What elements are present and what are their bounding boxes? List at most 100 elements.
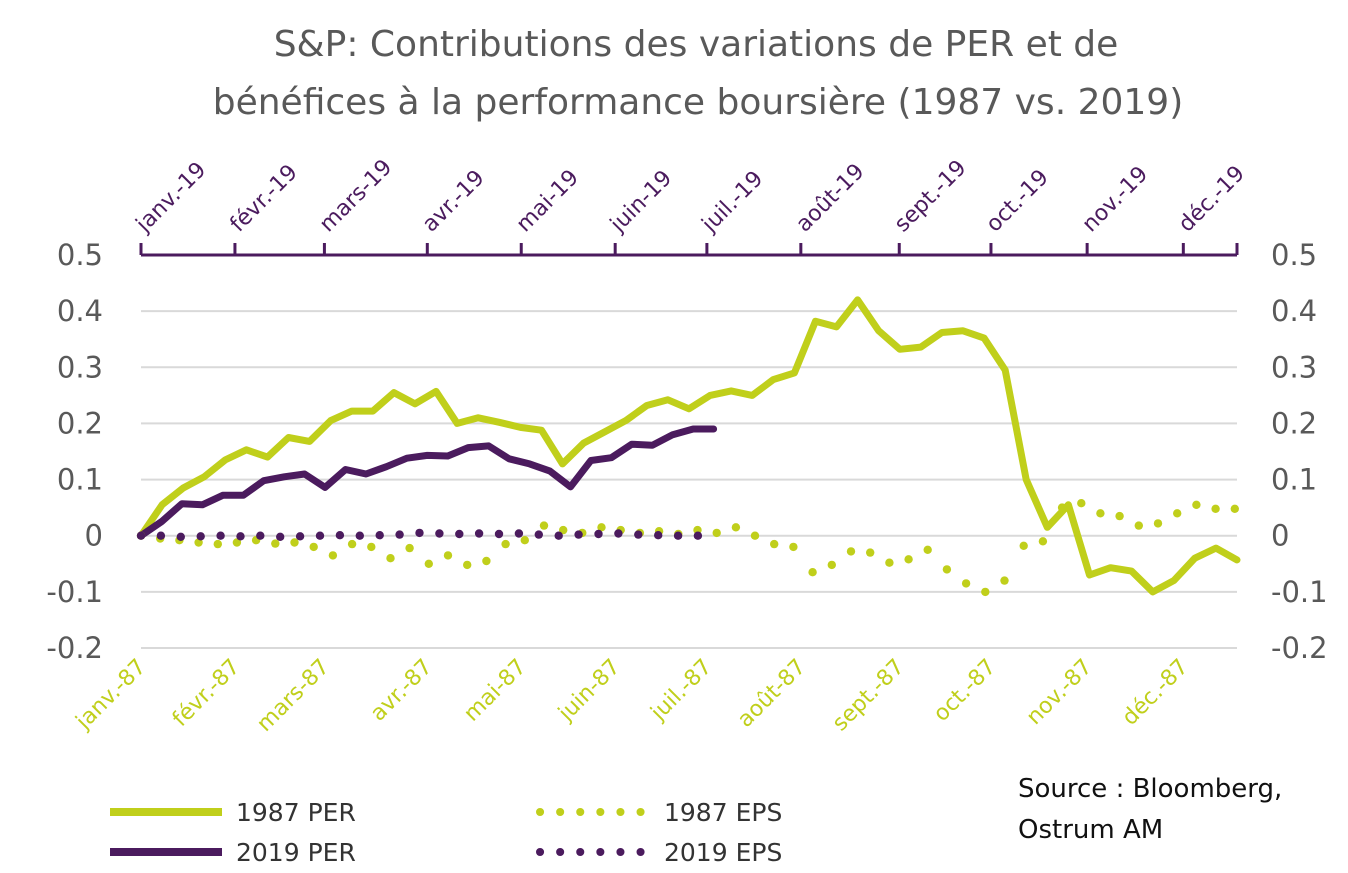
data-point-2019-eps [355,531,364,540]
data-point-1987-eps [347,539,357,549]
chart-title: S&P: Contributions des variations de PER… [213,24,1184,123]
x-tick-label-bottom: nov.-87 [1022,655,1097,730]
data-point-2019-eps [256,531,265,540]
y-tick-label-left: 0.5 [57,238,103,272]
x-tick-label-top: août-19 [791,159,869,237]
data-point-2019-eps [156,531,166,540]
y-tick-label-right: 0.2 [1271,406,1317,440]
data-point-1987-eps [463,560,472,570]
data-point-1987-eps [1000,576,1009,585]
data-point-1987-eps [482,556,491,566]
data-point-1987-eps [1153,519,1163,528]
legend-label-2019-eps: 2019 EPS [664,838,782,867]
x-tick-label-bottom: juil.-87 [646,655,718,727]
y-tick-label-left: 0.1 [57,463,103,497]
data-point-1987-eps [1019,541,1028,550]
data-point-1987-eps [942,565,952,574]
series-dots-2019-eps [136,528,703,541]
data-point-1987-eps [827,560,836,570]
x-tick-label-top: mars-19 [315,155,397,237]
x-tick-label-top: sept.-19 [890,156,972,238]
data-point-1987-eps [271,539,280,548]
data-point-1987-eps [885,558,894,567]
data-point-1987-eps [923,545,932,554]
data-point-2019-eps [693,531,703,540]
data-point-1987-eps [539,521,549,530]
data-point-2019-eps [276,532,285,541]
axes [139,243,1239,257]
data-point-1987-eps [232,538,242,547]
x-tick-label-top: févr.-19 [226,160,303,237]
data-point-1987-eps [712,528,721,538]
x-tick-label-bottom: mai-87 [459,655,531,727]
x-axis-bottom: janv.-87 févr.-87 mars-87 avr.-87 mai-87 juin… [71,655,1194,737]
data-point-1987-eps [770,539,779,549]
series-line-2019-per [137,425,718,540]
data-point-1987-eps [424,559,433,568]
data-point-1987-eps [904,555,913,564]
data-point-2019-eps [554,531,563,540]
chart-title-line-2: bénéfices à la performance boursière (19… [213,82,1184,123]
x-tick-label-top: déc.-19 [1174,161,1250,237]
data-point-1987-eps [367,542,376,552]
series [136,296,1241,597]
data-point-1987-eps [520,536,529,545]
x-tick-label-bottom: oct.-87 [929,655,1001,727]
data-point-1987-eps [1173,509,1182,518]
x-tick-label-top: oct.-19 [982,165,1054,237]
legend-label-1987-eps: 1987 EPS [664,798,782,827]
x-tick-label-bottom: mars-87 [252,655,334,737]
data-point-2019-eps [614,529,623,538]
data-point-2019-eps [196,532,205,541]
data-point-2019-eps [474,529,484,538]
y-tick-label-right: 0.4 [1271,294,1317,328]
x-tick-label-bottom: déc.-87 [1118,655,1194,731]
data-point-2019-eps [494,529,504,539]
data-point-2019-eps [335,531,345,540]
y-tick-label-left: 0.4 [57,294,103,328]
x-tick-label-top: juin-19 [605,166,677,238]
legend-label-2019-per: 2019 PER [236,838,356,867]
y-axis-right: 0.5 0.4 0.3 0.2 0.1 0 -0.1 -0.2 [1271,238,1328,665]
x-tick-label-bottom: juin-87 [553,655,625,727]
series-line-1987-per [137,296,1241,596]
data-point-2019-eps [514,529,524,538]
x-tick-label-top: juil.-19 [697,166,769,238]
data-point-1987-eps [328,551,338,560]
data-point-2019-eps [435,529,444,538]
x-tick-label-top: nov.-19 [1078,162,1153,237]
data-point-1987-eps [1057,503,1067,512]
data-point-2019-eps [673,531,683,540]
source-note: Source : Bloomberg, Ostrum AM [1018,774,1282,845]
data-point-1987-eps [750,531,760,540]
data-point-2019-eps [375,531,384,540]
data-point-1987-eps [1115,511,1124,521]
y-tick-label-right: -0.1 [1271,575,1328,609]
y-tick-label-right: 0.3 [1271,350,1317,384]
y-tick-label-right: 0 [1271,519,1289,553]
data-point-1987-eps [808,568,817,577]
y-tick-label-left: -0.1 [46,575,103,609]
y-tick-label-left: 0.2 [57,406,103,440]
x-tick-label-top: mai-19 [512,165,584,237]
legend: 1987 PER 2019 PER 1987 EPS 2019 EPS [110,798,782,867]
data-point-1987-eps [981,587,990,597]
gridlines [141,310,1237,649]
x-tick-label-bottom: août-87 [733,655,811,733]
data-point-1987-eps [1134,521,1144,530]
y-axis-left: 0.5 0.4 0.3 0.2 0.1 0 -0.1 -0.2 [46,238,103,665]
x-tick-label-bottom: sept.-87 [828,655,910,737]
data-point-1987-eps [290,538,299,547]
data-point-1987-eps [1096,509,1105,518]
data-point-2019-eps [295,532,305,541]
data-point-2019-eps [594,529,603,539]
x-tick-label-top: janv.-19 [131,157,211,237]
data-point-1987-eps [559,525,568,535]
data-point-2019-eps [176,532,185,541]
data-point-2019-eps [315,531,325,540]
data-point-2019-eps [395,530,404,539]
data-point-1987-eps [961,579,971,588]
data-point-1987-eps [1077,499,1086,508]
y-tick-label-left: 0 [85,519,103,553]
data-point-1987-eps [866,548,875,557]
